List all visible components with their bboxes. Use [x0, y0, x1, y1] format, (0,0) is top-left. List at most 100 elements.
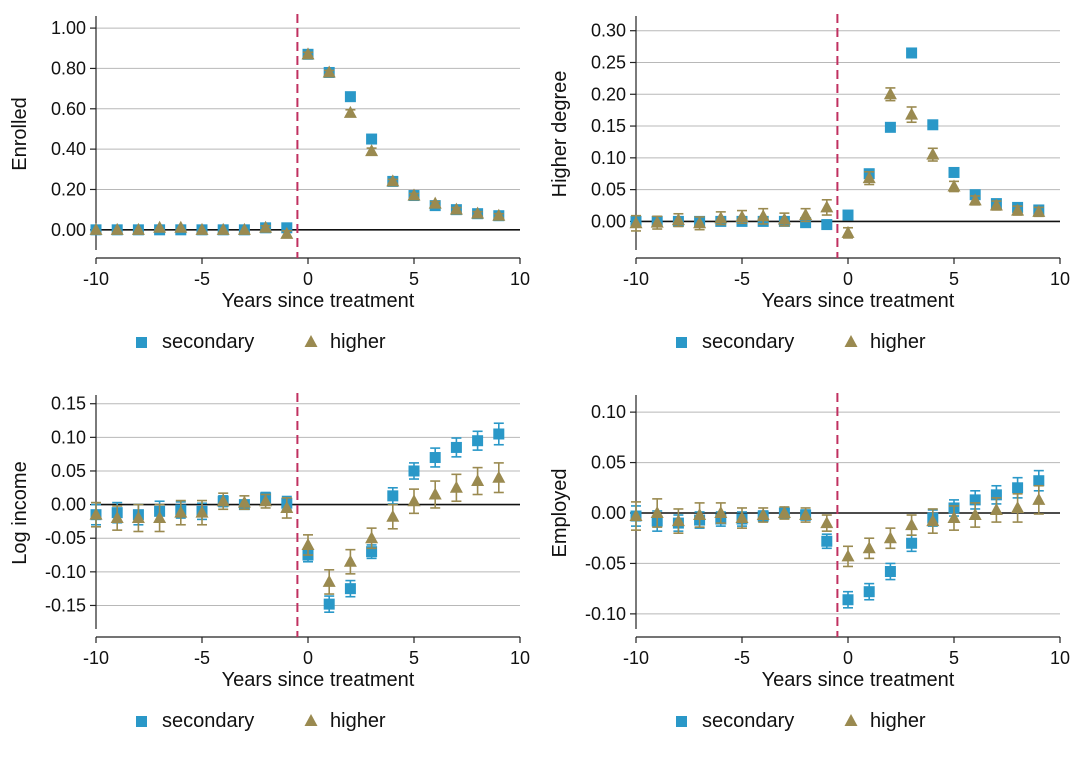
x-tick-label: -5 — [734, 269, 750, 289]
y-tick-label: 0.05 — [591, 180, 626, 200]
data-point-higher — [735, 209, 749, 222]
data-point-higher — [174, 220, 188, 233]
y-axis-title: Log income — [9, 461, 31, 564]
y-tick-label: -0.10 — [585, 604, 626, 624]
data-point-higher — [1011, 203, 1025, 216]
y-tick-label: 0.05 — [51, 461, 86, 481]
data-point-higher — [407, 494, 421, 507]
data-point-higher — [777, 506, 791, 518]
y-tick-label: 0.05 — [591, 453, 626, 473]
y-tick-label: -0.05 — [585, 553, 626, 573]
triangle-marker-icon — [844, 714, 858, 726]
data-point-secondary — [906, 47, 918, 59]
data-point-secondary — [948, 166, 960, 178]
x-tick-label: -10 — [623, 269, 649, 289]
data-point-higher — [714, 506, 728, 518]
panel-enrolled: 0.00 0.20 0.40 0.60 0.80 1.00 -10 -5 0 5 10 Years s… — [0, 0, 540, 379]
legend-label-higher: higher — [870, 331, 926, 353]
y-tick-label: 0.00 — [591, 211, 626, 231]
data-point-higher — [174, 505, 188, 518]
x-tick-label: 10 — [510, 269, 530, 289]
data-point-secondary — [493, 428, 505, 440]
data-point-higher — [862, 541, 876, 554]
data-point-higher — [386, 509, 400, 522]
x-tick-label: 5 — [409, 269, 419, 289]
chart-higher-degree: 0.00 0.05 0.10 0.15 0.20 0.25 0.30 -10 -5 0 5 10 Yea… — [549, 14, 1070, 353]
data-point-higher — [989, 198, 1003, 211]
data-point-higher — [671, 514, 685, 527]
y-tick-label: 0.25 — [591, 52, 626, 72]
y-tick-label: 0.60 — [51, 99, 86, 119]
chart-enrolled: 0.00 0.20 0.40 0.60 0.80 1.00 -10 -5 0 5 10 Years s… — [9, 14, 530, 353]
legend-label-secondary: secondary — [702, 331, 794, 353]
data-point-higher — [195, 505, 209, 518]
data-point-secondary — [387, 490, 399, 502]
chart-log-income: -0.15 -0.10 -0.05 0.00 0.05 0.10 0.15 -10 -5 0 5 10… — [9, 393, 530, 732]
data-point-secondary — [969, 494, 981, 506]
data-point-higher — [301, 537, 315, 550]
legend-label-higher: higher — [870, 710, 926, 732]
x-axis-title: Years since treatment — [762, 669, 955, 691]
y-axis-title: Higher degree — [549, 71, 571, 198]
square-marker-icon — [136, 337, 147, 348]
data-point-higher — [926, 147, 940, 160]
data-point-higher — [820, 200, 834, 213]
data-point-secondary — [842, 594, 854, 606]
data-point-secondary — [990, 489, 1002, 501]
data-point-secondary — [927, 119, 939, 131]
triangle-marker-icon — [304, 335, 318, 347]
data-point-higher — [1032, 492, 1046, 505]
x-tick-label: 10 — [510, 648, 530, 668]
data-point-higher — [471, 206, 485, 219]
x-tick-label: 10 — [1050, 269, 1070, 289]
data-point-higher — [968, 508, 982, 521]
panel-log-income: -0.15 -0.10 -0.05 0.00 0.05 0.10 0.15 -10 -5 0 5 10… — [0, 379, 540, 758]
data-point-secondary — [344, 583, 356, 595]
data-point-higher — [799, 508, 813, 521]
panel-employed: -0.10 -0.05 0.00 0.05 0.10 -10 -5 0 5 10 Years sin… — [540, 379, 1080, 758]
data-point-higher — [735, 511, 749, 524]
data-point-higher — [280, 500, 294, 513]
data-point-secondary — [842, 209, 854, 221]
legend-label-higher: higher — [330, 331, 386, 353]
data-point-higher — [492, 470, 506, 483]
data-point-higher — [650, 215, 664, 228]
y-tick-label: 0.15 — [591, 116, 626, 136]
data-point-higher — [131, 222, 145, 235]
data-point-higher — [862, 171, 876, 184]
y-tick-label: 0.10 — [591, 148, 626, 168]
y-tick-label: 0.30 — [591, 21, 626, 41]
y-axis-title: Enrolled — [9, 97, 31, 170]
data-point-secondary — [1012, 482, 1024, 494]
data-point-higher — [629, 509, 643, 522]
legend-label-secondary: secondary — [162, 710, 254, 732]
data-point-secondary — [1033, 475, 1045, 487]
data-point-secondary — [863, 586, 875, 598]
data-point-secondary — [884, 121, 896, 133]
data-point-higher — [216, 222, 230, 235]
y-tick-label: 0.00 — [51, 220, 86, 240]
x-tick-label: 5 — [949, 269, 959, 289]
data-point-higher — [947, 179, 961, 192]
data-point-higher — [89, 507, 103, 520]
data-point-secondary — [472, 435, 484, 447]
y-tick-label: 0.40 — [51, 139, 86, 159]
data-point-higher — [650, 506, 664, 518]
panel-higher-degree: 0.00 0.05 0.10 0.15 0.20 0.25 0.30 -10 -5 0 5 10 Yea… — [540, 0, 1080, 379]
x-tick-label: 10 — [1050, 648, 1070, 668]
y-tick-label: 0.20 — [591, 84, 626, 104]
data-point-higher — [693, 508, 707, 521]
legend-label-higher: higher — [330, 710, 386, 732]
y-tick-label: 0.80 — [51, 58, 86, 78]
data-point-secondary — [450, 441, 462, 453]
y-tick-label: 0.00 — [51, 495, 86, 515]
y-tick-label: -0.15 — [45, 595, 86, 615]
data-point-secondary — [429, 452, 441, 464]
y-tick-label: 0.00 — [591, 503, 626, 523]
data-point-secondary — [906, 537, 918, 549]
x-axis-title: Years since treatment — [222, 669, 415, 691]
data-point-higher — [841, 225, 855, 238]
x-tick-label: -10 — [623, 648, 649, 668]
data-point-higher — [322, 65, 336, 78]
legend-label-secondary: secondary — [162, 331, 254, 353]
